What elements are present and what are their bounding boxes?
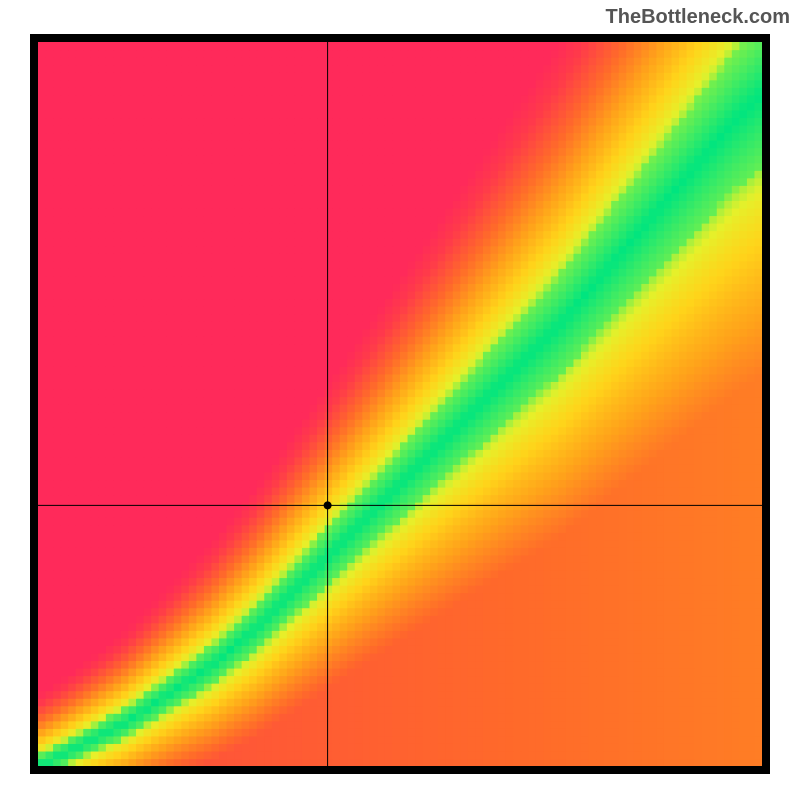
watermark-text: TheBottleneck.com <box>606 6 790 29</box>
chart-container: TheBottleneck.com <box>0 0 800 800</box>
bottleneck-heatmap <box>30 34 770 774</box>
crosshair-marker <box>324 501 332 509</box>
